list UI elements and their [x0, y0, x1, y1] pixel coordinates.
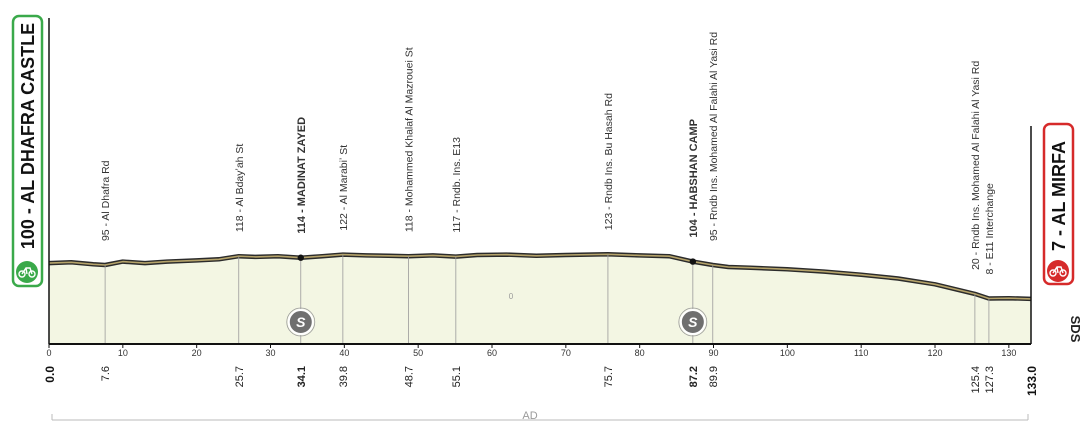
- waypoint-label: 20 - Rndb Ins. Mohamed Al Falahi Al Yasi…: [970, 61, 982, 270]
- start-km-label: 0.0: [43, 366, 57, 383]
- x-tick-label: 10: [118, 348, 128, 358]
- waypoint-km-label: 7.6: [100, 366, 112, 381]
- sprint-s-icon: [679, 309, 706, 335]
- waypoint-dot: [689, 258, 697, 265]
- sprint-badge: S: [678, 307, 708, 337]
- sprint-badge: S: [286, 307, 316, 337]
- waypoint-km-label: 75.7: [603, 366, 615, 387]
- finish-label: 7 - AL MIRFA: [1049, 141, 1069, 251]
- waypoint-label: 8 - E11 Interchange: [984, 183, 996, 275]
- waypoint-layer: 95 - Al Dhafra Rd 7.6 118 - Al Bdayʼah St 2…: [100, 32, 996, 394]
- sprint-s-icon: [287, 309, 314, 335]
- finish-bicycle-glyph: [1049, 266, 1067, 277]
- waypoint-km-label: 125.4: [970, 366, 982, 394]
- finish-km-label: 133.0: [1025, 366, 1039, 396]
- brand-logo: SDS: [1068, 316, 1083, 343]
- waypoint-km-label: 55.1: [451, 366, 463, 387]
- waypoint-label: 118 - Al Bdayʼah St: [234, 144, 246, 233]
- waypoint-label: 123 - Rndb Ins. Bu Hasah Rd: [603, 93, 615, 230]
- sprint-ring: [286, 307, 316, 337]
- x-tick-label: 40: [339, 348, 349, 358]
- waypoint-label: 95 - Al Dhafra Rd: [100, 160, 112, 241]
- x-tick-label: 70: [561, 348, 571, 358]
- waypoint-dot: [297, 254, 304, 261]
- profile-area: [48, 252, 1032, 344]
- waypoint-label: 104 - HABSHAN CAMP: [688, 119, 700, 238]
- waypoint-km-label: 48.7: [404, 366, 416, 387]
- x-tick-label: 60: [487, 348, 497, 358]
- waypoint-km-label: 25.7: [234, 366, 246, 387]
- x-tick-label: 30: [265, 348, 275, 358]
- x-tick-label: 120: [927, 348, 942, 358]
- finish-badge: 7 - AL MIRFA: [1042, 122, 1075, 286]
- waypoint-km-label: 127.3: [984, 366, 996, 394]
- start-bicycle-glyph: [18, 267, 36, 278]
- start-badge: 100 - AL DHAFRA CASTLE: [11, 14, 44, 288]
- waypoint-label: 114 - MADINAT ZAYED: [296, 117, 308, 234]
- x-tick-label: 90: [709, 348, 719, 358]
- start-badge-frame: [11, 14, 44, 288]
- badge-layer: 0 AD 100 - AL DHAFRA CASTLE 7 - AL MIRFA…: [11, 14, 1083, 422]
- zero-label: 0: [509, 292, 514, 301]
- sprint-letter: S: [296, 314, 306, 330]
- waypoint-km-label: 89.9: [708, 366, 720, 387]
- finish-badge-frame: [1042, 122, 1075, 286]
- waypoint-label: 95 - Rndb Ins. Mohamed Al Falahi Al Yasi…: [708, 32, 720, 241]
- region-label: AD: [522, 410, 537, 422]
- x-tick-label: 80: [635, 348, 645, 358]
- x-axis: 0 10 20 30 40 50 60 70 80 90 100 110 120 130 0.0 133.0: [43, 18, 1039, 421]
- waypoint-label: 117 - Rndb. Ins. E13: [451, 137, 463, 233]
- start-label: 100 - AL DHAFRA CASTLE: [18, 23, 38, 249]
- sprint-letter: S: [688, 314, 698, 330]
- waypoint-km-label: 39.8: [338, 366, 350, 387]
- waypoint-km-label: 34.1: [296, 366, 308, 387]
- waypoint-label: 122 - Al Marabiʼ St: [338, 145, 350, 231]
- profile-fill: [49, 254, 1031, 344]
- sprint-ring: [678, 307, 708, 337]
- x-tick-label: 50: [413, 348, 423, 358]
- x-tick-label: 20: [192, 348, 202, 358]
- waypoint-km-label: 87.2: [688, 366, 700, 387]
- profile-band: [48, 253, 1032, 300]
- waypoint-label: 118 - Mohammed Khalaf Al Mazrouei St: [404, 47, 416, 232]
- x-tick-label: 130: [1001, 348, 1016, 358]
- x-tick-label: 100: [780, 348, 795, 358]
- x-tick-label: 110: [854, 348, 868, 358]
- x-tick-label: 0: [46, 348, 51, 358]
